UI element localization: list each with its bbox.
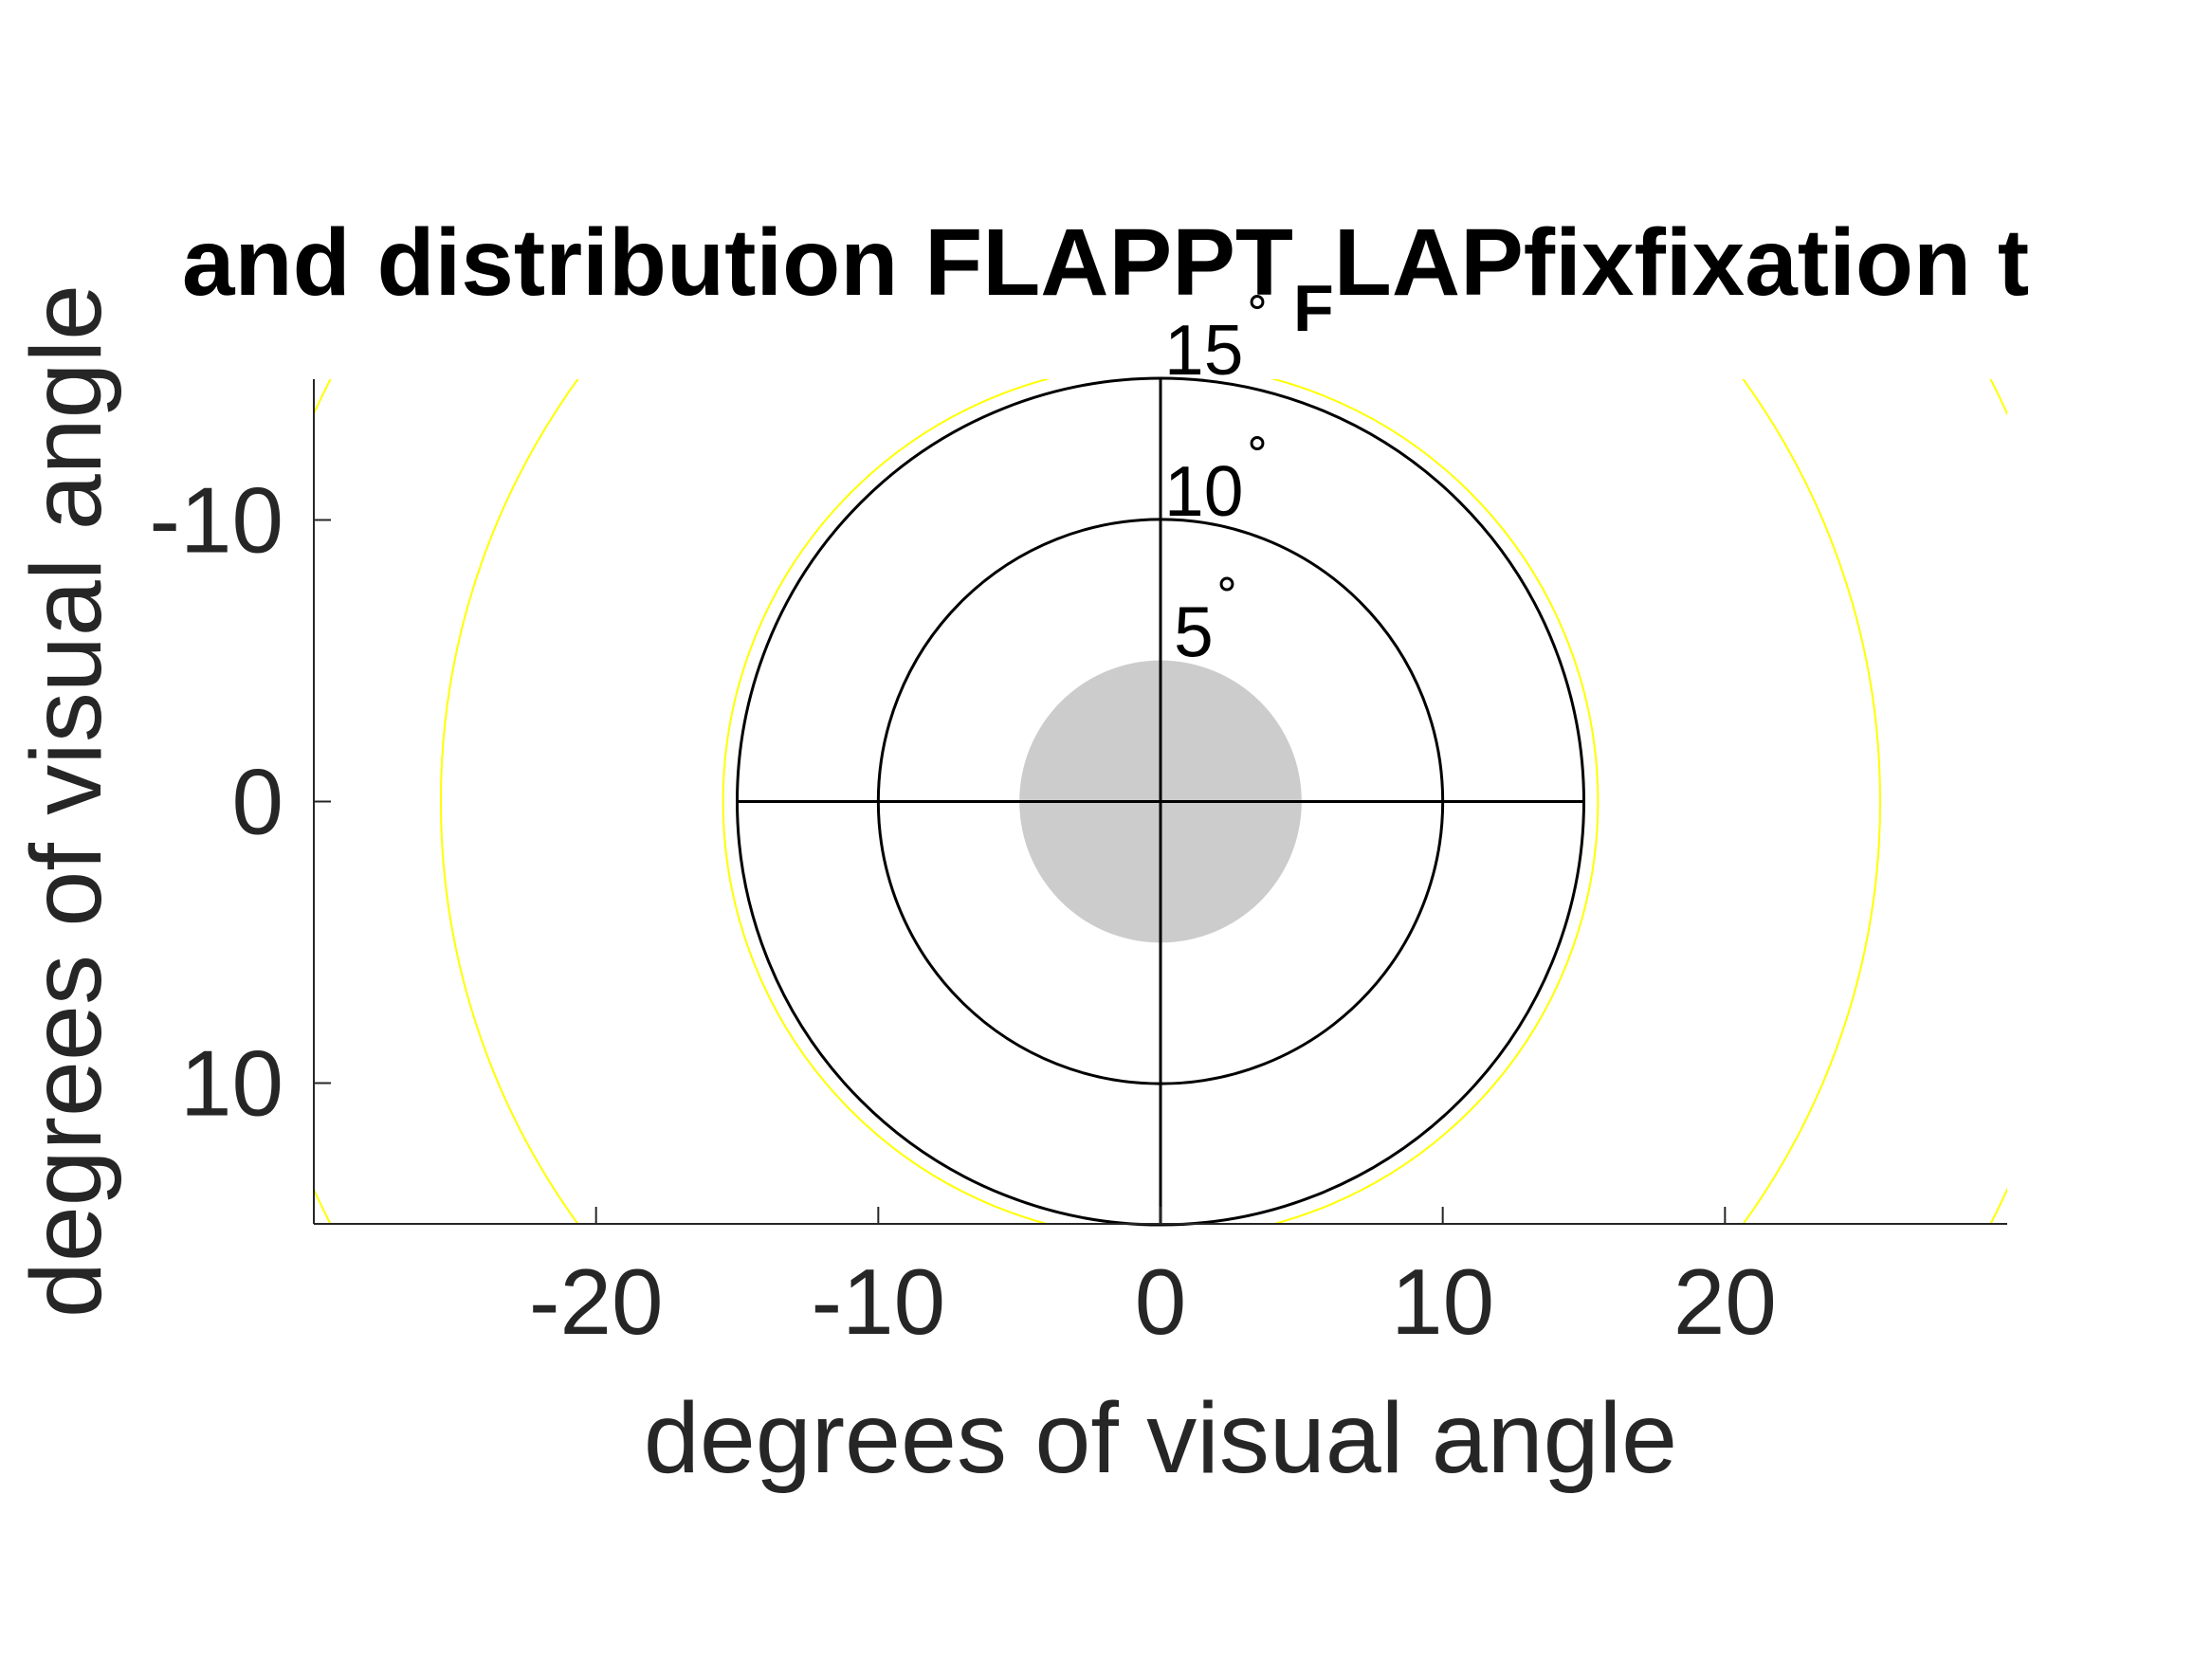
x-tick-label: 10 xyxy=(1391,1249,1494,1354)
chart-title: and distribution FLAPPTFLAPfixfixation t xyxy=(182,210,2029,345)
chart-title-main: and distribution FLAPPT xyxy=(182,210,1293,316)
density-contour-2 xyxy=(440,379,1881,1224)
y-tick-label: -10 xyxy=(149,468,283,573)
ring-label-10: 10 xyxy=(1164,451,1243,531)
x-axis-label: degrees of visual angle xyxy=(644,1382,1677,1494)
x-tick-label: 0 xyxy=(1135,1249,1187,1354)
disc-label-5: 5 xyxy=(1174,592,1214,672)
x-tick-label: -20 xyxy=(529,1249,664,1354)
y-tick-label: 0 xyxy=(231,750,283,854)
x-tick-label: -10 xyxy=(812,1249,946,1354)
y-axis-label: degrees of visual angle xyxy=(10,284,122,1318)
disc-label-5-degree: ° xyxy=(1216,570,1238,623)
y-tick-label: 10 xyxy=(180,1031,283,1136)
ring-label-10-degree: ° xyxy=(1246,428,1269,482)
ring-label-15: 15 xyxy=(1164,310,1243,390)
density-contours xyxy=(314,379,2007,1224)
y-axis-ticks: -10 0 10 xyxy=(149,468,331,1136)
x-tick-label: 20 xyxy=(1673,1249,1777,1354)
ring-labels: 10 °15 °5 ° xyxy=(1164,287,1269,672)
ring-label-15-degree: ° xyxy=(1246,287,1269,340)
density-contour-1 xyxy=(722,379,1600,1224)
chart-title-subscript: F xyxy=(1293,271,1334,345)
chart-title-tail: LAPfixfixation t xyxy=(1334,210,2029,316)
x-axis-ticks: -20 -10 0 10 20 xyxy=(529,1207,1777,1354)
